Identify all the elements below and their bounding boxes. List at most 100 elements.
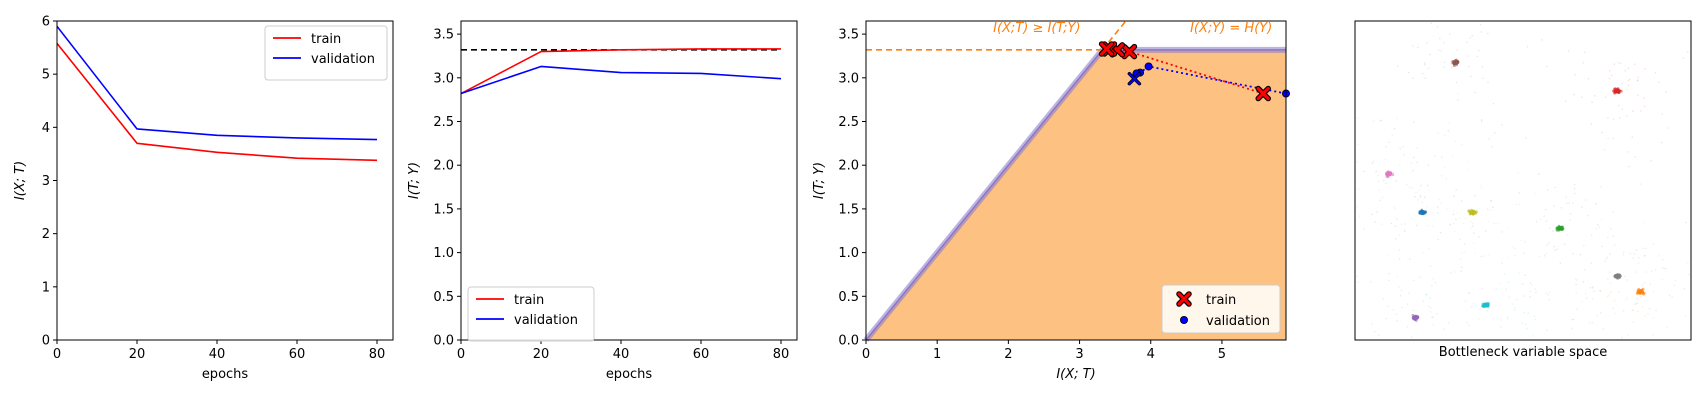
embedding-point-faint — [1410, 162, 1413, 164]
y-tick-label: 2.5 — [838, 115, 859, 130]
annotation-xy-eq-hy: I(X;Y) = H(Y) — [1190, 21, 1272, 36]
embedding-point-faint — [1621, 108, 1624, 111]
panel4-axes-frame — [1354, 20, 1692, 341]
embedding-point-faint — [1432, 323, 1435, 326]
embedding-point-faint — [1412, 279, 1415, 282]
y-tick-label: 4 — [42, 121, 50, 136]
embedding-point-faint — [1480, 119, 1483, 121]
embedding-point-faint — [1437, 132, 1439, 135]
embedding-point-faint — [1429, 307, 1432, 309]
embedding-point-faint — [1482, 300, 1484, 303]
embedding-point-faint — [1546, 244, 1548, 246]
embedding-point-faint — [1447, 130, 1450, 132]
embedding-point-faint — [1393, 127, 1396, 130]
embedding-point-faint — [1426, 206, 1428, 208]
embedding-point-faint — [1622, 251, 1625, 253]
embedding-point-faint — [1461, 252, 1463, 254]
legend-box — [264, 25, 388, 81]
embedding-point-faint — [1411, 170, 1414, 173]
series-line-validation — [56, 25, 378, 141]
embedding-point-faint — [1610, 228, 1612, 230]
embedding-point-faint — [1455, 189, 1457, 191]
embedding-point-faint — [1409, 186, 1411, 188]
panel-ity-vs-epochs: 0 20 40 60 80 0.0 0.5 1.0 1.5 2.0 2.5 3.0 3.5 epochs… — [407, 20, 798, 382]
embedding-point-faint — [1608, 77, 1611, 80]
train-point — [1122, 44, 1136, 59]
embedding-point-faint — [1453, 209, 1455, 212]
embedding-point-faint — [1488, 138, 1491, 140]
embedding-point-faint — [1638, 256, 1640, 259]
validation-final-marker-fill — [1128, 72, 1141, 85]
embedding-point-faint — [1424, 63, 1426, 66]
panel1-legend: train validation — [264, 25, 388, 81]
embedding-point-faint — [1666, 127, 1669, 129]
embedding-point-faint — [1666, 326, 1668, 329]
series-line-train — [56, 42, 378, 162]
embedding-point-faint — [1573, 93, 1575, 96]
embedding-point-faint — [1565, 196, 1567, 199]
embedding-point-faint — [1529, 282, 1532, 284]
embedding-point-faint — [1457, 92, 1459, 95]
embedding-point-faint — [1402, 145, 1404, 148]
embedding-point-faint — [1567, 50, 1570, 52]
y-tick-label: 0.5 — [838, 290, 859, 305]
embedding-point-faint — [1652, 317, 1655, 319]
embedding-point-faint — [1527, 312, 1530, 315]
embedding-point-faint — [1407, 71, 1410, 74]
panel1-marks — [56, 25, 378, 162]
embedding-point-faint — [1487, 220, 1489, 223]
embedding-point-faint — [1627, 334, 1629, 336]
embedding-point-faint — [1584, 51, 1586, 54]
embedding-point-faint — [1526, 327, 1528, 330]
cluster-3 — [1385, 171, 1393, 177]
x-tick-label: 4 — [1147, 347, 1155, 362]
embedding-point-faint — [1439, 231, 1442, 234]
embedding-point-faint — [1398, 258, 1401, 260]
embedding-point-faint — [1425, 293, 1427, 296]
embedding-point-faint — [1597, 223, 1599, 226]
embedding-point — [1452, 64, 1456, 67]
embedding-point-faint — [1485, 230, 1487, 232]
embedding-point-faint — [1448, 122, 1450, 124]
embedding-point-faint — [1631, 136, 1634, 138]
embedding-point-faint — [1625, 88, 1628, 91]
embedding-point-faint — [1524, 240, 1526, 243]
panel-itx-vs-epochs: 0 20 40 60 80 0 1 2 3 4 5 6 epochs I(X; T) train val… — [13, 15, 394, 382]
embedding-point-faint — [1674, 279, 1676, 282]
embedding-point-faint — [1385, 317, 1388, 320]
embedding-point-faint — [1480, 120, 1483, 123]
embedding-point-faint — [1436, 206, 1439, 208]
embedding-point-faint — [1471, 225, 1474, 227]
embedding-point-faint — [1538, 173, 1540, 175]
embedding-point-faint — [1518, 192, 1521, 194]
embedding-point-faint — [1661, 113, 1664, 115]
embedding-point-faint — [1642, 247, 1644, 250]
embedding-point-faint — [1436, 212, 1439, 214]
embedding-point-faint — [1422, 72, 1424, 75]
y-tick-label: 1.5 — [433, 202, 454, 217]
embedding-point-faint — [1633, 252, 1635, 255]
embedding-point-faint — [1571, 318, 1573, 321]
embedding-point-faint — [1434, 281, 1437, 284]
embedding-point-faint — [1644, 254, 1646, 257]
embedding-point-faint — [1543, 254, 1546, 257]
panel3-legend: train validation — [1161, 284, 1281, 334]
embedding-point-faint — [1523, 252, 1525, 254]
embedding-point-faint — [1385, 146, 1387, 148]
panel2-xlabel: epochs — [606, 367, 653, 382]
embedding-point-faint — [1454, 230, 1456, 233]
embedding-point-faint — [1610, 74, 1613, 77]
embedding-point-faint — [1431, 284, 1433, 287]
embedding-point-faint — [1614, 312, 1616, 315]
embedding-point-faint — [1430, 22, 1433, 25]
embedding-point-faint — [1581, 206, 1583, 208]
y-tick-label: 0.5 — [433, 290, 454, 305]
embedding-point-faint — [1374, 221, 1376, 223]
embedding-point-faint — [1462, 222, 1465, 225]
embedding-point-faint — [1585, 293, 1587, 295]
x-tick-label: 1 — [933, 347, 941, 362]
embedding-point-faint — [1665, 91, 1667, 93]
cluster-1 — [1452, 60, 1460, 65]
embedding-point-faint — [1379, 119, 1382, 122]
embedding-point-faint — [1583, 244, 1585, 247]
